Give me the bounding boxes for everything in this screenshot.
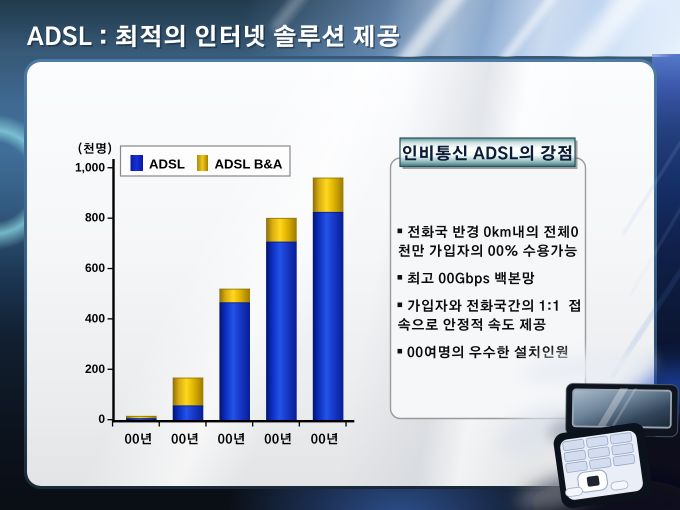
svg-text:800: 800 [85,211,105,225]
svg-text:ADSL: ADSL [149,156,185,171]
svg-text:400: 400 [85,311,105,325]
svg-text:ADSL B&A: ADSL B&A [215,156,283,171]
svg-text:0: 0 [98,412,105,426]
svg-text:1,000: 1,000 [75,160,105,174]
svg-text:600: 600 [85,261,105,275]
svg-text:200: 200 [85,362,105,376]
